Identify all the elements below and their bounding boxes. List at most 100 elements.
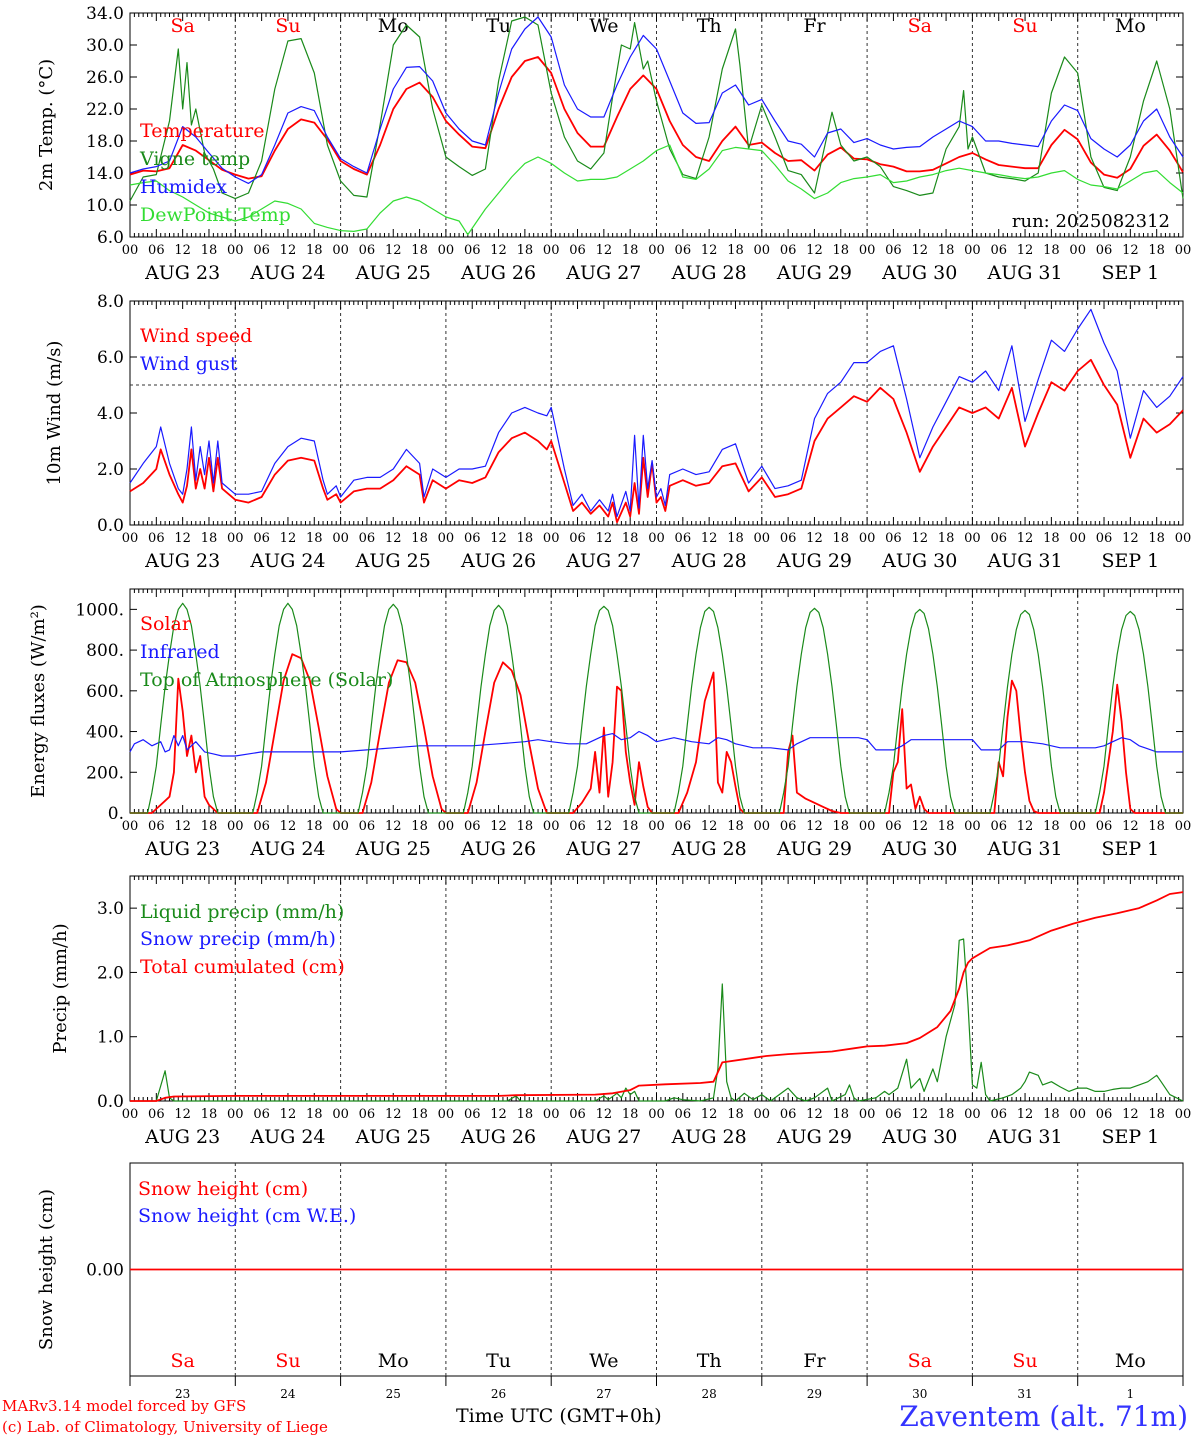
weekday-label: Th bbox=[697, 15, 722, 37]
y-tick-label: 0. bbox=[108, 804, 124, 824]
hour-tick-label: 12 bbox=[701, 1107, 718, 1122]
legend-entry: Solar bbox=[140, 613, 192, 635]
series-line-wind-gust bbox=[129, 308, 1184, 518]
hour-tick-label: 06 bbox=[675, 243, 692, 258]
hour-tick-label: 06 bbox=[1096, 243, 1113, 258]
hour-tick-label: 00 bbox=[227, 531, 244, 546]
hour-tick-label: 06 bbox=[359, 531, 376, 546]
date-label: AUG 27 bbox=[565, 1126, 641, 1148]
hour-tick-label: 00 bbox=[543, 531, 560, 546]
y-axis-label: 10m Wind (m/s) bbox=[44, 341, 65, 486]
series-line-dewpoint-temp bbox=[129, 144, 1184, 236]
day-number-label: 31 bbox=[1017, 1387, 1032, 1401]
hour-tick-label: 00 bbox=[122, 1107, 139, 1122]
hour-tick-label: 12 bbox=[1017, 819, 1034, 834]
hour-tick-label: 06 bbox=[253, 531, 270, 546]
date-label: AUG 28 bbox=[671, 1126, 747, 1148]
hour-tick-label: 18 bbox=[727, 531, 744, 546]
hour-tick-label: 12 bbox=[280, 531, 297, 546]
hour-tick-label: 12 bbox=[806, 531, 823, 546]
hour-tick-label: 12 bbox=[490, 819, 507, 834]
date-label: AUG 31 bbox=[986, 262, 1062, 284]
hour-tick-label: 06 bbox=[885, 819, 902, 834]
hour-tick-label: 00 bbox=[754, 531, 771, 546]
hour-tick-label: 12 bbox=[1017, 1107, 1034, 1122]
date-label: AUG 26 bbox=[460, 1126, 536, 1148]
day-number-label: 1 bbox=[1127, 1387, 1135, 1401]
date-label: AUG 29 bbox=[776, 262, 852, 284]
legend-entry: Wind speed bbox=[140, 325, 252, 347]
hour-tick-label: 18 bbox=[938, 531, 955, 546]
hour-tick-label: 18 bbox=[833, 531, 850, 546]
hour-tick-label: 00 bbox=[648, 1107, 665, 1122]
hour-tick-label: 12 bbox=[911, 1107, 928, 1122]
date-label: AUG 24 bbox=[249, 1126, 325, 1148]
hour-tick-label: 18 bbox=[833, 243, 850, 258]
panel-energy: 00 06 12 18 00 06 12 18 00 06 12 18 00 06 12 18 00 06 12 18… bbox=[28, 588, 1192, 860]
weekday-label: Su bbox=[1012, 15, 1037, 37]
hour-tick-label: 12 bbox=[1122, 1107, 1139, 1122]
hour-tick-label: 18 bbox=[1148, 531, 1165, 546]
y-tick-label: 10.0 bbox=[86, 196, 124, 216]
hour-tick-label: 18 bbox=[1043, 819, 1060, 834]
legend-entry: Snow height (cm W.E.) bbox=[138, 1205, 356, 1227]
date-label: AUG 30 bbox=[881, 1126, 957, 1148]
date-label: AUG 31 bbox=[986, 838, 1062, 860]
y-tick-label: 26.0 bbox=[86, 68, 124, 88]
hour-tick-label: 18 bbox=[727, 819, 744, 834]
day-number-label: 23 bbox=[175, 1387, 190, 1401]
legend-entry: Total cumulated (cm) bbox=[140, 956, 345, 978]
date-label: AUG 26 bbox=[460, 550, 536, 572]
y-tick-label: 22.0 bbox=[86, 100, 124, 120]
y-tick-label: 800. bbox=[86, 641, 124, 661]
hour-tick-label: 18 bbox=[1148, 1107, 1165, 1122]
hour-tick-label: 06 bbox=[990, 1107, 1007, 1122]
hour-tick-label: 18 bbox=[201, 1107, 218, 1122]
hour-tick-label: 12 bbox=[1017, 243, 1034, 258]
date-label: AUG 24 bbox=[249, 838, 325, 860]
hour-tick-label: 00 bbox=[1175, 819, 1192, 834]
hour-tick-label: 18 bbox=[517, 819, 534, 834]
hour-tick-label: 00 bbox=[648, 531, 665, 546]
hour-tick-label: 18 bbox=[938, 243, 955, 258]
hour-tick-label: 12 bbox=[701, 531, 718, 546]
date-label: AUG 28 bbox=[671, 550, 747, 572]
hour-tick-label: 06 bbox=[885, 531, 902, 546]
date-label: AUG 29 bbox=[776, 838, 852, 860]
weekday-label: We bbox=[589, 1350, 618, 1372]
hour-tick-label: 18 bbox=[622, 531, 639, 546]
hour-tick-label: 06 bbox=[780, 1107, 797, 1122]
panel-frame bbox=[129, 300, 1184, 526]
hour-tick-label: 00 bbox=[332, 819, 349, 834]
y-tick-label: 0.0 bbox=[97, 1092, 124, 1112]
weekday-label: Mo bbox=[378, 15, 409, 37]
hour-tick-label: 00 bbox=[1069, 531, 1086, 546]
panel-snow: 0.00 Snow height (cm) Sa Su Mo Tu We Th Fr Sa Su Mo… bbox=[36, 1162, 1184, 1401]
panel-frame bbox=[129, 588, 1184, 814]
hour-tick-label: 00 bbox=[1175, 243, 1192, 258]
date-label: AUG 24 bbox=[249, 262, 325, 284]
hour-tick-label: 06 bbox=[253, 1107, 270, 1122]
hour-tick-label: 06 bbox=[1096, 1107, 1113, 1122]
hour-tick-label: 00 bbox=[859, 1107, 876, 1122]
weekday-label: Sa bbox=[170, 1350, 194, 1372]
hour-tick-label: 06 bbox=[569, 1107, 586, 1122]
hour-tick-label: 18 bbox=[1043, 243, 1060, 258]
hour-tick-label: 06 bbox=[569, 243, 586, 258]
hour-tick-label: 06 bbox=[885, 1107, 902, 1122]
hour-tick-label: 18 bbox=[727, 243, 744, 258]
hour-tick-label: 06 bbox=[780, 531, 797, 546]
y-tick-label: 600. bbox=[86, 682, 124, 702]
date-label: AUG 23 bbox=[144, 550, 220, 572]
hour-tick-label: 00 bbox=[438, 819, 455, 834]
legend-entry: Snow height (cm) bbox=[138, 1178, 308, 1200]
weekday-label: We bbox=[589, 15, 618, 37]
day-number-label: 28 bbox=[702, 1387, 717, 1401]
hour-tick-label: 18 bbox=[622, 1107, 639, 1122]
hour-tick-label: 12 bbox=[174, 243, 191, 258]
hour-tick-label: 12 bbox=[385, 531, 402, 546]
hour-tick-label: 06 bbox=[359, 243, 376, 258]
hour-tick-label: 12 bbox=[280, 243, 297, 258]
hour-tick-label: 18 bbox=[306, 819, 323, 834]
date-label: AUG 28 bbox=[671, 838, 747, 860]
